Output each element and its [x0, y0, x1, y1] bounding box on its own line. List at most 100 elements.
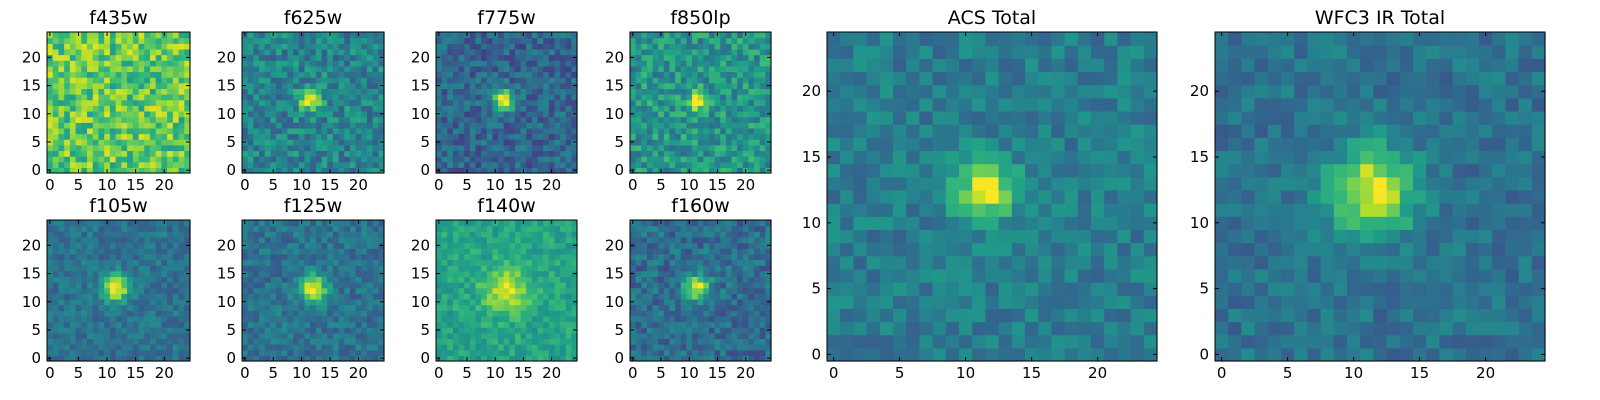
heatmap-cell: [349, 127, 357, 135]
heatmap-cell: [481, 32, 488, 39]
heatmap-cell: [366, 116, 374, 123]
heatmap-cell: [565, 65, 572, 73]
heatmap-cell: [469, 99, 477, 106]
heatmap-cell: [708, 133, 716, 140]
heatmap-cell: [754, 32, 761, 39]
heatmap-cell: [87, 327, 94, 334]
heatmap-cell: [537, 99, 544, 106]
heatmap-cell: [281, 253, 289, 261]
heatmap-cell: [144, 144, 151, 152]
heatmap-cell: [276, 94, 283, 101]
heatmap-cell: [708, 94, 716, 101]
heatmap-cell: [64, 293, 71, 300]
heatmap-cell: [293, 139, 300, 146]
heatmap-cell: [315, 116, 323, 123]
heatmap-cell: [565, 71, 572, 78]
heatmap-cell: [167, 315, 174, 323]
heatmap-cell: [310, 88, 317, 95]
heatmap-cell: [47, 248, 54, 255]
heatmap-cell: [464, 327, 471, 334]
heatmap-cell: [109, 321, 117, 328]
heatmap-cell: [686, 327, 693, 334]
heatmap-cell: [441, 122, 448, 129]
heatmap-cell: [115, 276, 122, 283]
heatmap-cell: [692, 71, 699, 78]
heatmap-cell: [310, 110, 317, 118]
heatmap-cell: [372, 287, 379, 294]
heatmap-cell: [458, 60, 465, 67]
heatmap-cell: [167, 287, 174, 294]
heatmap-cell: [652, 332, 659, 340]
heatmap-cell: [548, 150, 556, 157]
heatmap-cell: [104, 327, 111, 334]
heatmap-cell: [708, 127, 716, 135]
heatmap-cell: [447, 293, 454, 300]
heatmap-cell: [658, 88, 665, 95]
heatmap-cell: [571, 88, 578, 95]
heatmap-cell: [115, 150, 122, 157]
heatmap-cell: [355, 82, 362, 89]
heatmap-cell: [658, 282, 665, 289]
heatmap-cell: [253, 349, 260, 356]
heatmap-cell: [270, 332, 277, 340]
heatmap-cell: [378, 332, 385, 340]
heatmap-cell: [372, 265, 379, 272]
heatmap-cell: [669, 48, 676, 56]
x-tick-label: 20: [542, 364, 561, 382]
heatmap-cell: [58, 298, 65, 306]
heatmap-cell: [548, 122, 556, 129]
heatmap-cell: [531, 43, 539, 50]
y-tick-label: 10: [217, 105, 236, 123]
heatmap-cell: [361, 338, 368, 345]
heatmap-cell: [64, 304, 71, 311]
heatmap-cell: [520, 310, 527, 317]
heatmap-cell: [81, 156, 88, 163]
heatmap-cell: [481, 220, 488, 227]
heatmap-cell: [481, 338, 488, 345]
heatmap-cell: [765, 150, 772, 157]
heatmap-cell: [184, 225, 191, 232]
heatmap-cell: [293, 133, 300, 140]
heatmap-cell: [697, 54, 704, 61]
heatmap-cell: [669, 344, 676, 351]
heatmap-cell: [554, 122, 561, 129]
heatmap-cell: [155, 231, 162, 238]
heatmap-cell: [452, 139, 460, 146]
heatmap-cell: [259, 355, 266, 362]
heatmap-cell: [481, 225, 488, 232]
heatmap-cell: [253, 236, 260, 244]
heatmap-cell: [149, 94, 157, 101]
heatmap-cell: [321, 344, 328, 351]
heatmap-cell: [703, 88, 710, 95]
heatmap-cell: [361, 332, 368, 340]
heatmap-cell: [641, 270, 648, 277]
heatmap-cell: [172, 167, 180, 174]
heatmap-cell: [366, 236, 374, 244]
heatmap-cell: [109, 349, 117, 356]
heatmap-cell: [315, 144, 323, 152]
heatmap-cell: [372, 332, 379, 340]
heatmap-cell: [520, 54, 527, 61]
heatmap-cell: [87, 156, 94, 163]
heatmap-cell: [537, 327, 544, 334]
heatmap-cell: [355, 282, 362, 289]
heatmap-cell: [543, 321, 550, 328]
heatmap-cell: [361, 54, 368, 61]
heatmap-cell: [436, 37, 443, 44]
heatmap-cell: [92, 287, 100, 294]
heatmap-cell: [293, 43, 300, 50]
heatmap-cell: [748, 43, 755, 50]
heatmap-cell: [742, 150, 750, 157]
heatmap-cell: [144, 332, 151, 340]
heatmap-cell: [366, 332, 374, 340]
heatmap-cell: [537, 282, 544, 289]
heatmap-cell: [344, 349, 351, 356]
heatmap-cell: [355, 310, 362, 317]
heatmap-cell: [338, 220, 345, 227]
heatmap-cell: [469, 60, 477, 67]
heatmap-cell: [47, 259, 54, 266]
heatmap-cell: [372, 77, 379, 84]
heatmap-cell: [680, 116, 687, 123]
heatmap-cell: [372, 127, 379, 135]
heatmap-cell: [361, 310, 368, 317]
